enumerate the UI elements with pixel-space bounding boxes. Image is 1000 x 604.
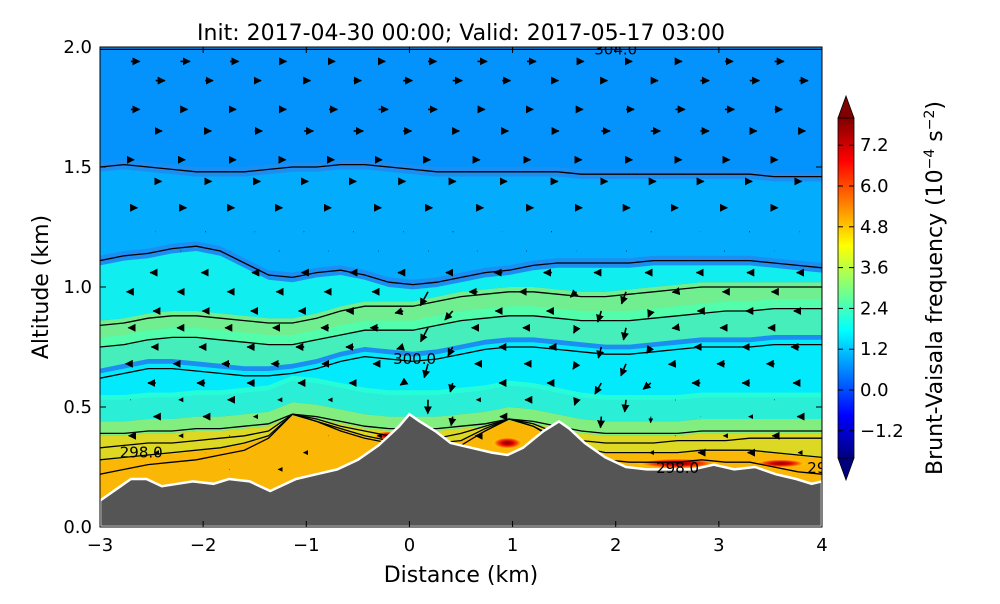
y-tick-label: 1.5 [63,157,92,178]
colorbar-label-exponent: −4 [922,149,938,170]
colorbar-label-close: ) [923,101,948,110]
contour-label: 29 [807,459,826,477]
colorbar-tick-label: −1.2 [860,421,904,442]
y-tick-label: 0.0 [63,517,92,538]
y-tick-label: 0.5 [63,397,92,418]
x-tick-label: −3 [87,535,114,556]
colorbar-body [838,118,854,458]
contour-label: 298.0 [656,459,699,477]
wind-vector [669,364,676,365]
y-tick-label: 2.0 [63,37,92,58]
x-tick-label: −1 [293,535,320,556]
colorbar-tick-label: 7.2 [860,135,889,156]
colorbar-tick-label: 4.8 [860,217,889,238]
colorbar-bottom-extension [838,458,854,480]
colorbar-tick-label: 2.4 [860,298,889,319]
x-tick-label: 2 [610,535,621,556]
x-tick-label: 4 [816,535,827,556]
colorbar-tick-label: 0.0 [860,380,889,401]
x-tick-label: 3 [713,535,724,556]
colorbar-tick-label: 1.2 [860,339,889,360]
contour-label: 300.0 [393,350,436,368]
contour-label: 298.0 [120,444,163,462]
colorbar-label-exponent-2: −2 [922,110,938,131]
chart-title: Init: 2017-04-30 00:00; Valid: 2017-05-1… [197,21,725,46]
colorbar: −1.2 0.0 1.2 2.4 3.6 4.8 6.0 7.2 Brunt-Vaisala … [838,96,948,480]
y-tick-label: 1.0 [63,277,92,298]
x-tick-label: −2 [190,535,217,556]
y-axis-label: Altitude (km) [29,215,54,359]
colorbar-tick-label: 3.6 [860,258,889,279]
wind-vector [672,328,675,329]
colorbar-label-main: Brunt-Vaisala frequency (10 [923,169,948,475]
colorbar-label-unit: s [923,130,948,148]
x-tick-label: 0 [404,535,415,556]
wind-vector [673,292,676,293]
colorbar-label: Brunt-Vaisala frequency (10−4 s−2) [922,101,948,475]
x-axis-label: Distance (km) [384,563,539,588]
field-band [100,47,822,172]
colorbar-tick-label: 6.0 [860,176,889,197]
hotspot [755,459,807,468]
x-tick-label: 1 [507,535,518,556]
colorbar-top-extension [838,96,854,118]
wind-vector [601,417,602,428]
hotspot [492,437,523,449]
